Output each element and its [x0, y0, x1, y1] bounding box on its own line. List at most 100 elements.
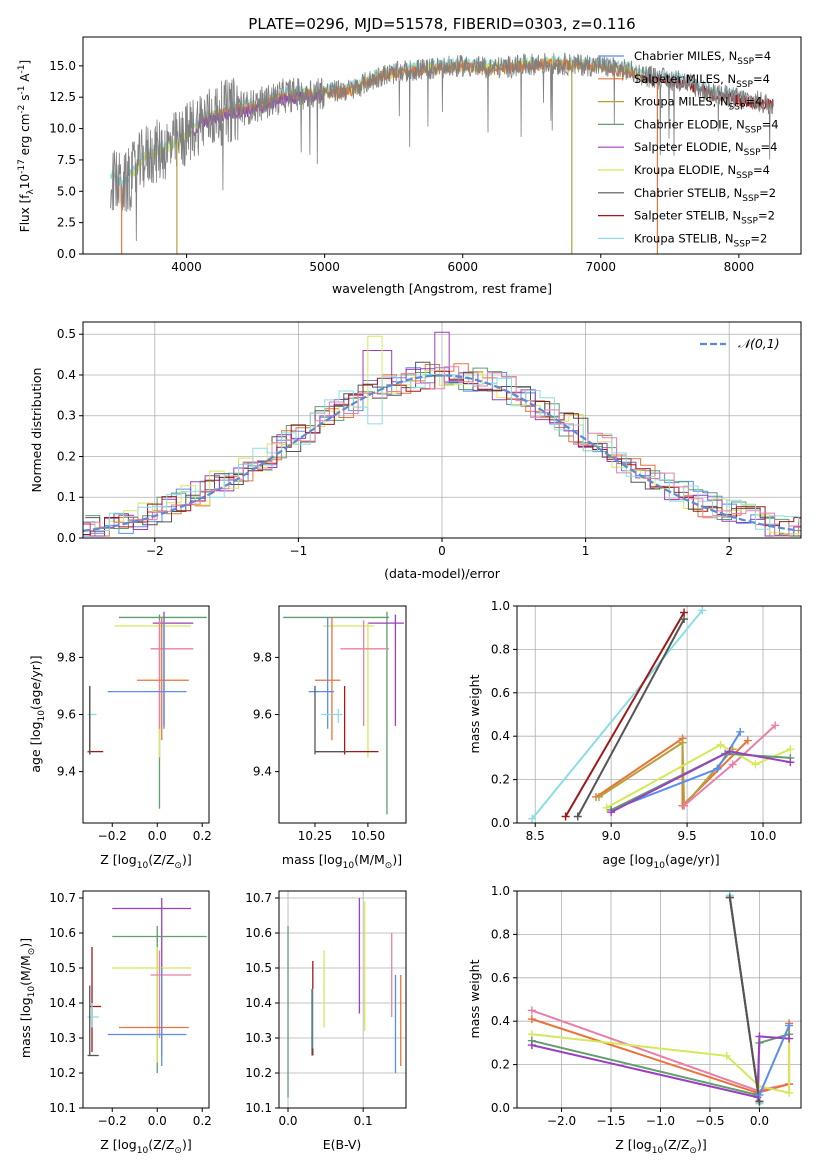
weight-marker	[602, 803, 611, 812]
legend: Chabrier MILES, NSSP​=4 Salpeter MILES, N…	[598, 49, 779, 249]
errorbars	[87, 898, 207, 1073]
axes-frame	[82, 890, 210, 1109]
weight-marker	[785, 1034, 794, 1043]
y-tick-label: 0.8	[491, 642, 510, 656]
panel-spectrum: 4000 5000 6000 7000 8000 0.0 2.5 5.0 7.5 10.0 12.5…	[49, 36, 802, 274]
x-tick-label: 0	[438, 544, 446, 558]
x-tick-label: 0.2	[193, 829, 212, 843]
weight-marker	[595, 792, 604, 801]
x-axis-label: (data-model)/error	[384, 566, 501, 581]
weight-marker	[725, 893, 734, 902]
x-axis-label: wavelength [Angstrom, rest frame]	[332, 281, 552, 296]
x-tick-label: −2.0	[547, 1114, 576, 1128]
y-tick-label: 0.0	[57, 247, 76, 261]
x-tick-label: 0.0	[148, 829, 167, 843]
y-tick-label: 10.2	[49, 1066, 76, 1080]
x-tick-label: −1.0	[646, 1114, 675, 1128]
weight-line	[576, 618, 685, 817]
normal-curve	[83, 374, 799, 532]
x-tick-label: 10.25	[298, 829, 332, 843]
x-tick-label: 5000	[309, 260, 340, 274]
residual-histogram	[83, 374, 801, 531]
axes-frame	[516, 890, 802, 1109]
y-tick-label: 10.1	[245, 1101, 272, 1115]
y-tick-label: 0.1	[57, 490, 76, 504]
legend-label: Chabrier STELIB, NSSP​=2	[634, 186, 776, 204]
y-tick-label: 0.0	[491, 1101, 510, 1115]
y-tick-label: 12.5	[49, 90, 76, 104]
x-tick-label: −2	[146, 544, 164, 558]
y-axis-label: mass weight	[467, 959, 482, 1038]
axes-frame	[82, 36, 802, 255]
x-tick-label: 0.2	[193, 1114, 212, 1128]
errorbars	[283, 611, 404, 815]
x-tick-label: 0.1	[354, 1114, 373, 1128]
x-tick-label: 8.5	[526, 829, 545, 843]
x-tick-label: 8000	[724, 260, 755, 274]
weight-marker	[786, 758, 795, 767]
y-tick-label: 5.0	[57, 184, 76, 198]
observed-spectrum	[110, 52, 774, 242]
y-tick-label: 0.3	[57, 409, 76, 423]
y-tick-label: 10.5	[245, 961, 272, 975]
y-tick-label: 10.3	[49, 1031, 76, 1045]
y-tick-label: 0.0	[57, 531, 76, 545]
x-tick-label: −0.2	[98, 829, 127, 843]
weight-marker	[751, 760, 760, 769]
x-tick-label: −0.2	[98, 1114, 127, 1128]
panel-mass_vs_ebv: 0.0 0.1 10.1 10.2 10.3 10.4 10.5 10.6 10.7	[245, 890, 407, 1128]
x-tick-label: 0.0	[750, 1114, 769, 1128]
x-tick-label: 0.0	[278, 1114, 297, 1128]
weight-line	[531, 609, 704, 820]
errorbars	[87, 611, 207, 809]
x-axis-label: Z [log10​(Z/Z⊙​)]	[100, 1137, 191, 1156]
panel-mass_vs_Z: −0.2 0.0 0.2 10.1 10.2 10.3 10.4 10.5 10.6 10.7	[49, 890, 212, 1128]
x-tick-label: 6000	[447, 260, 478, 274]
x-tick-label: 4000	[171, 260, 202, 274]
y-tick-label: 10.5	[49, 961, 76, 975]
x-tick-label: 9.0	[602, 829, 621, 843]
axes-frame	[82, 605, 210, 824]
axes-frame	[278, 605, 407, 824]
axes-frame	[278, 890, 407, 1109]
weight-line	[728, 897, 761, 1102]
x-tick-label: 0.0	[148, 1114, 167, 1128]
residual-histogram	[83, 335, 801, 537]
errorbars	[287, 898, 402, 1098]
x-tick-label: 7000	[586, 260, 617, 274]
weight-marker	[680, 801, 689, 810]
weight-line	[564, 611, 685, 818]
y-tick-label: 9.6	[253, 708, 272, 722]
y-axis-label: age [log10​(age/yr)]	[28, 655, 47, 772]
y-tick-label: 0.2	[491, 773, 510, 787]
y-tick-label: 15.0	[49, 59, 76, 73]
weight-series	[528, 606, 795, 823]
y-tick-label: 10.7	[49, 891, 76, 905]
weight-marker	[527, 1041, 536, 1050]
y-tick-label: 0.2	[491, 1058, 510, 1072]
histograms	[83, 331, 801, 537]
y-tick-label: 9.6	[57, 708, 76, 722]
weight-marker	[678, 738, 687, 747]
panel-age_vs_mass: 10.25 10.50 9.4 9.6 9.8	[253, 605, 407, 843]
weight-marker	[728, 760, 737, 769]
weight-marker	[716, 740, 725, 749]
x-tick-label: −1.5	[596, 1114, 625, 1128]
weight-series	[527, 891, 794, 1108]
weight-marker	[527, 1006, 536, 1015]
y-tick-label: 0.4	[491, 1014, 510, 1028]
y-tick-label: 10.3	[245, 1031, 272, 1045]
weight-marker	[680, 615, 689, 624]
residual-histogram	[85, 366, 801, 537]
weight-line	[683, 724, 776, 807]
weight-marker	[771, 721, 780, 730]
panel-weight_vs_Z: −2.0 −1.5 −1.0 −0.5 0.0 0.0 0.2 0.4 0.6 0.8 1.0	[491, 884, 802, 1128]
x-axis-label: E(B-V)	[323, 1137, 362, 1152]
spectrum-lines	[110, 52, 774, 254]
x-tick-label: −1	[290, 544, 308, 558]
y-tick-label: 9.8	[57, 650, 76, 664]
y-tick-label: 0.4	[491, 729, 510, 743]
y-tick-label: 10.6	[49, 926, 76, 940]
x-tick-label: 10.0	[750, 829, 777, 843]
